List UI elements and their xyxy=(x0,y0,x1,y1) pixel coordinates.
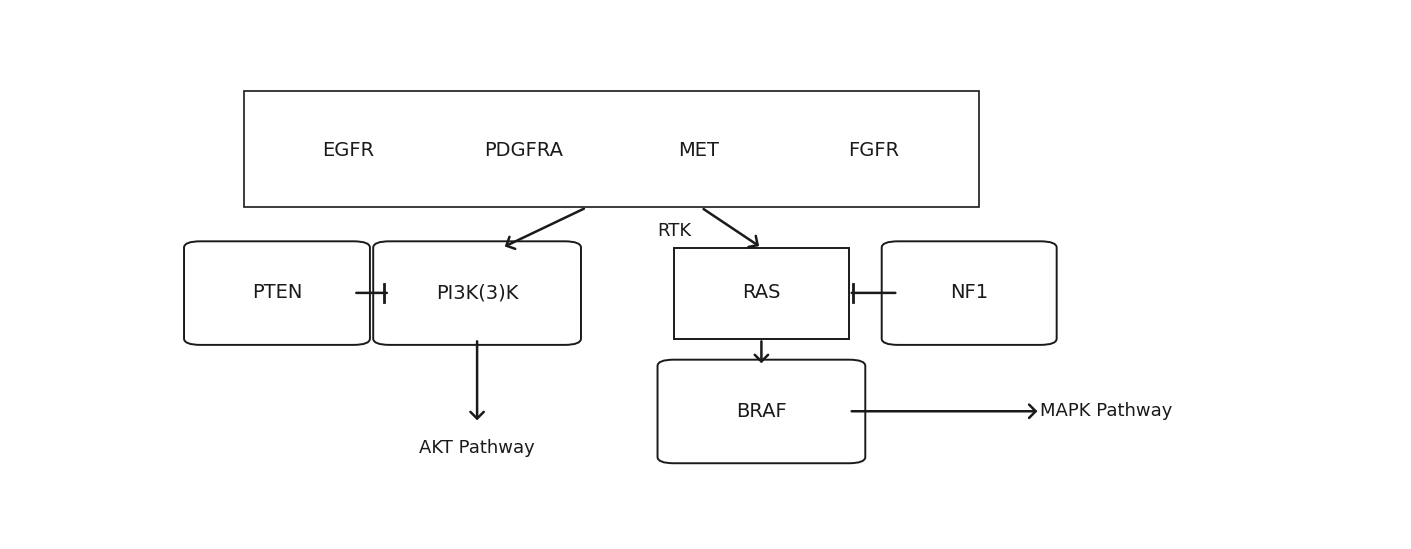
Bar xyxy=(674,248,849,339)
FancyBboxPatch shape xyxy=(374,242,581,345)
FancyBboxPatch shape xyxy=(777,102,969,199)
Text: RTK: RTK xyxy=(658,222,691,240)
FancyBboxPatch shape xyxy=(428,102,619,199)
FancyBboxPatch shape xyxy=(882,242,1057,345)
FancyBboxPatch shape xyxy=(658,360,865,463)
Text: NF1: NF1 xyxy=(950,283,988,302)
Text: BRAF: BRAF xyxy=(737,402,787,421)
Text: PDGFRA: PDGFRA xyxy=(484,141,563,160)
FancyBboxPatch shape xyxy=(253,102,444,199)
Text: EGFR: EGFR xyxy=(323,141,375,160)
Text: MAPK Pathway: MAPK Pathway xyxy=(1040,402,1173,420)
FancyBboxPatch shape xyxy=(183,242,370,345)
Text: RAS: RAS xyxy=(742,283,780,302)
FancyBboxPatch shape xyxy=(602,102,794,199)
Bar xyxy=(244,91,979,208)
Text: PTEN: PTEN xyxy=(251,283,302,302)
Text: PI3K(3)K: PI3K(3)K xyxy=(436,283,518,302)
Text: MET: MET xyxy=(679,141,720,160)
Text: FGFR: FGFR xyxy=(848,141,899,160)
Text: AKT Pathway: AKT Pathway xyxy=(419,439,535,457)
